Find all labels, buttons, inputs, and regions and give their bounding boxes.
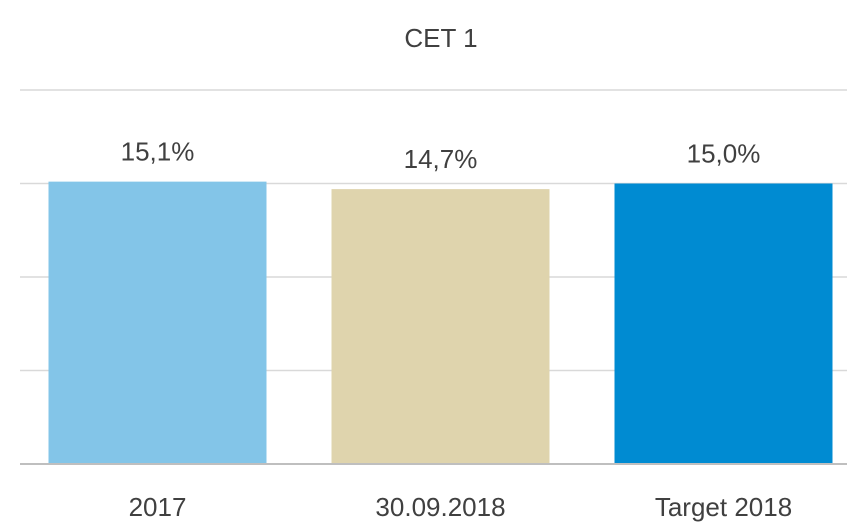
x-tick-label: 2017 xyxy=(129,492,187,522)
x-tick-label: Target 2018 xyxy=(655,492,792,522)
bar xyxy=(48,181,267,464)
x-tick-label: 30.09.2018 xyxy=(375,492,505,522)
chart-title: CET 1 xyxy=(404,23,477,53)
bar xyxy=(614,183,833,464)
value-label: 14,7% xyxy=(404,144,478,174)
value-label: 15,1% xyxy=(121,137,195,167)
bar xyxy=(331,189,550,465)
value-label: 15,0% xyxy=(687,138,761,168)
